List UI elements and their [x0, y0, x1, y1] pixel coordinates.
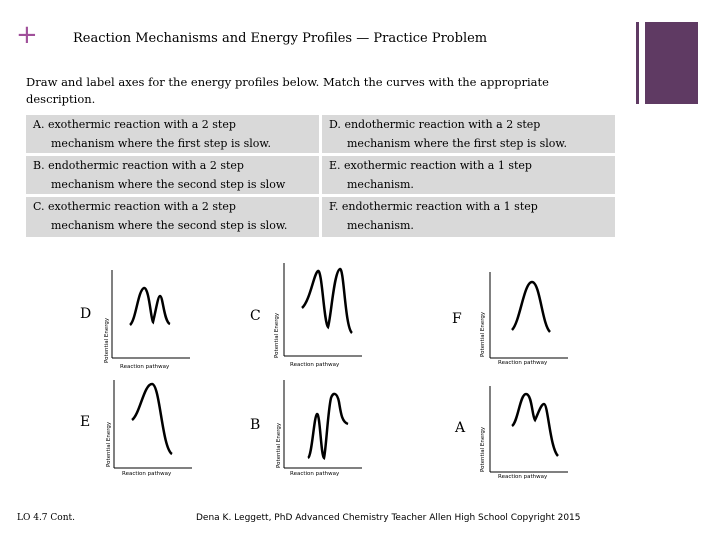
graph-f-curve: [510, 280, 552, 333]
description-f: F. endothermic reaction with a 1 step me…: [322, 197, 615, 237]
graph-f-letter: F: [452, 311, 462, 327]
description-f-line2: mechanism.: [347, 219, 414, 232]
description-b-line2: mechanism where the second step is slow: [51, 178, 286, 191]
graph-b-letter: B: [250, 417, 261, 433]
graph-c-ylabel: Potential Energy: [274, 312, 280, 358]
description-e-line2: mechanism.: [347, 178, 414, 191]
description-d: D. endothermic reaction with a 2 step me…: [322, 115, 615, 153]
description-b: B. endothermic reaction with a 2 step me…: [26, 156, 319, 194]
description-c: C. exothermic reaction with a 2 step mec…: [26, 197, 319, 237]
description-grid: A. exothermic reaction with a 2 step mec…: [26, 115, 615, 237]
instructions: Draw and label axes for the energy profi…: [26, 75, 549, 106]
graph-b-curve: [306, 392, 349, 461]
decorative-block: [645, 22, 698, 104]
graph-c-curve: [301, 267, 354, 334]
graph-d-curve: [128, 286, 171, 326]
graph-a-curve: [511, 392, 560, 457]
graph-a-xlabel: Reaction pathway: [498, 474, 548, 480]
description-e: E. exothermic reaction with a 1 step mec…: [322, 156, 615, 194]
description-c-line1: C. exothermic reaction with a 2 step: [33, 200, 236, 213]
graph-c-xlabel: Reaction pathway: [290, 362, 340, 368]
graph-d-plot: [111, 270, 190, 359]
page-title: Reaction Mechanisms and Energy Profiles …: [73, 31, 488, 46]
description-f-line1: F. endothermic reaction with a 1 step: [329, 200, 538, 213]
graph-c-plot: [283, 263, 362, 357]
graph-e-letter: E: [80, 414, 91, 430]
graph-d-ylabel: Potential Energy: [104, 317, 110, 363]
footer-lo-label: LO 4.7 Cont.: [17, 513, 75, 523]
graph-f-plot: [489, 272, 568, 359]
footer-copyright: Dena K. Leggett, PhD Advanced Chemistry …: [196, 513, 581, 523]
graph-e-ylabel: Potential Energy: [106, 421, 112, 467]
description-a-line1: A. exothermic reaction with a 2 step: [33, 118, 236, 131]
graph-f-xlabel: Reaction pathway: [498, 360, 548, 366]
graph-e-plot: [113, 380, 192, 469]
description-a: A. exothermic reaction with a 2 step mec…: [26, 115, 319, 153]
graph-d-xlabel: Reaction pathway: [120, 364, 170, 370]
graph-b-plot: [283, 380, 362, 469]
graph-a-plot: [489, 386, 568, 473]
description-c-line2: mechanism where the second step is slow.: [51, 219, 288, 232]
graph-e-xlabel: Reaction pathway: [122, 471, 172, 477]
graph-d-letter: D: [80, 306, 92, 322]
description-d-line1: D. endothermic reaction with a 2 step: [329, 118, 541, 131]
description-b-line1: B. endothermic reaction with a 2 step: [33, 159, 244, 172]
graph-b-ylabel: Potential Energy: [276, 422, 282, 468]
description-e-line1: E. exothermic reaction with a 1 step: [329, 159, 532, 172]
plus-icon: +: [16, 20, 38, 50]
graph-e-curve: [131, 382, 173, 456]
graph-b-xlabel: Reaction pathway: [290, 471, 340, 477]
description-a-line2: mechanism where the first step is slow.: [51, 137, 272, 150]
graph-f-ylabel: Potential Energy: [480, 311, 486, 357]
graph-a-ylabel: Potential Energy: [480, 426, 486, 472]
description-d-line2: mechanism where the first step is slow.: [347, 137, 568, 150]
decorative-bar: [636, 22, 639, 104]
graph-a-letter: A: [455, 420, 466, 436]
graph-c-letter: C: [250, 308, 261, 324]
